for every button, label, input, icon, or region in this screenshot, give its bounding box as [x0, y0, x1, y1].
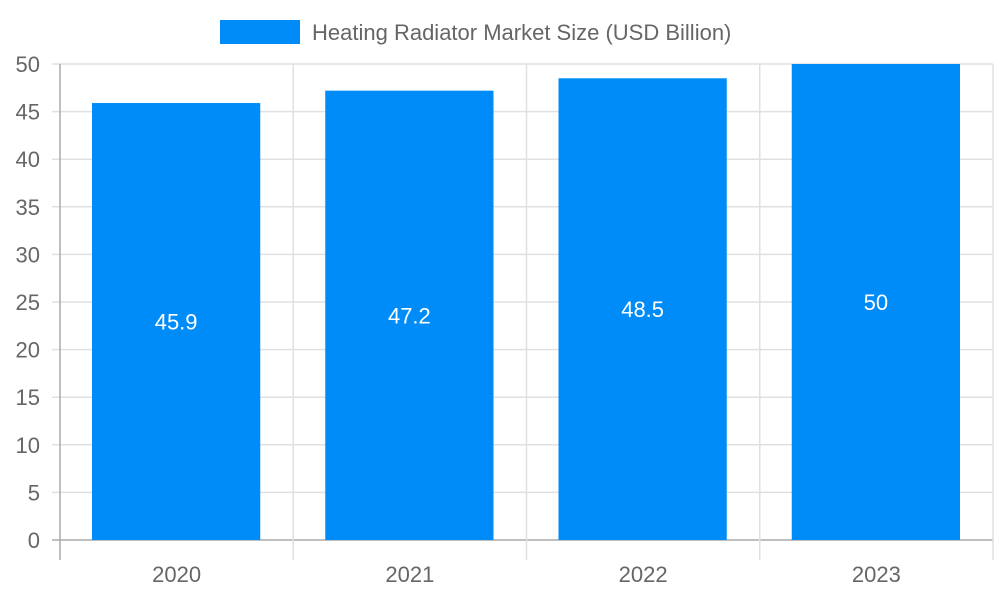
- legend-swatch: [220, 20, 300, 44]
- y-tick-label: 45: [16, 100, 40, 125]
- data-label: 45.9: [155, 310, 198, 335]
- bar-2021: [325, 90, 494, 540]
- y-tick-label: 25: [16, 290, 40, 315]
- legend-label: Heating Radiator Market Size (USD Billio…: [312, 20, 731, 45]
- bar-2023: [791, 64, 960, 540]
- x-tick-label: 2021: [385, 562, 434, 587]
- y-tick-label: 50: [16, 52, 40, 77]
- data-label: 48.5: [621, 297, 664, 322]
- y-tick-label: 5: [28, 480, 40, 505]
- y-tick-label: 35: [16, 195, 40, 220]
- y-tick-label: 0: [28, 528, 40, 553]
- x-tick-label: 2022: [619, 562, 668, 587]
- bar-2020: [92, 103, 261, 541]
- bar-2022: [558, 78, 727, 540]
- y-tick-label: 40: [16, 147, 40, 172]
- y-tick-label: 30: [16, 242, 40, 267]
- y-tick-label: 20: [16, 338, 40, 363]
- data-label: 47.2: [388, 303, 431, 328]
- y-tick-label: 15: [16, 385, 40, 410]
- x-tick-label: 2020: [152, 562, 201, 587]
- y-tick-label: 10: [16, 433, 40, 458]
- data-label: 50: [864, 290, 888, 315]
- x-tick-label: 2023: [852, 562, 901, 587]
